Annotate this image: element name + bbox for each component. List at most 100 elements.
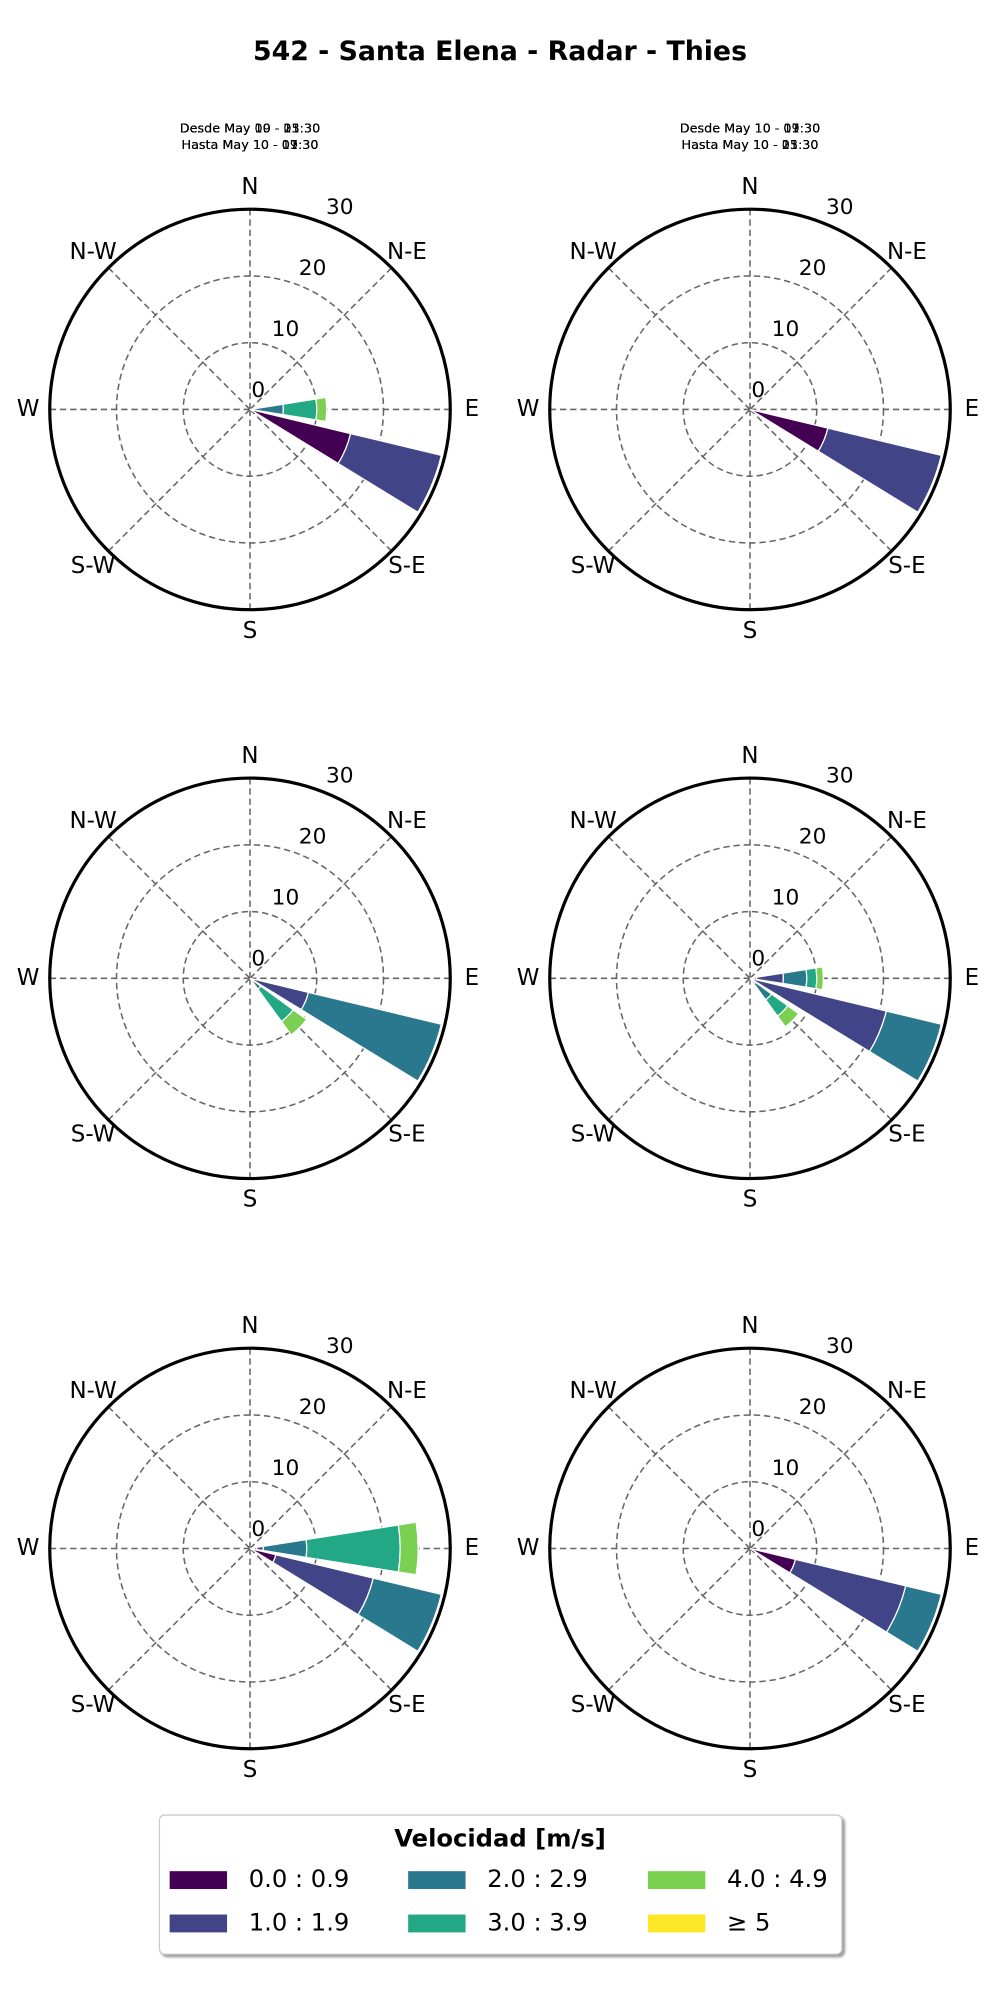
radial-tick-label: 30 (826, 1334, 854, 1359)
outer-ring (548, 1346, 952, 1751)
radial-tick-label: 0 (251, 1517, 265, 1542)
angular-tick-label: S-E (388, 1692, 425, 1718)
legend-swatch (647, 1914, 706, 1933)
radial-tick-label: 10 (772, 886, 800, 911)
legend-swatch (408, 1914, 466, 1933)
angular-tick-label: S-E (888, 553, 925, 579)
angular-tick-label: S-W (571, 553, 616, 579)
angular-tick-label: N (241, 743, 258, 769)
wedge (282, 398, 318, 421)
angular-tick-label: N (741, 174, 758, 200)
angular-grid-line (107, 267, 251, 410)
angular-grid-line (249, 836, 393, 979)
angular-tick-label: N-E (387, 1378, 427, 1404)
legend-title: Velocidad [m/s] (394, 1824, 606, 1852)
angular-tick-label: W (517, 396, 540, 422)
angular-tick-label: N-W (569, 808, 616, 834)
angular-tick-label: W (17, 965, 40, 991)
wedge (788, 1558, 907, 1634)
radial-tick-label: 10 (272, 886, 300, 911)
angular-tick-label: N-W (69, 239, 116, 265)
radial-tick-label: 30 (326, 195, 354, 220)
chart-title: Desde May 10 - 01:30 (680, 121, 820, 136)
radial-tick-label: 0 (751, 378, 765, 403)
wedge (300, 991, 443, 1083)
angular-tick-label: E (965, 396, 980, 422)
angular-grid-line (249, 408, 393, 552)
chart-title: Desde May 09 - 21:30 (180, 121, 320, 136)
angular-tick-label: W (17, 396, 40, 422)
angular-grid-line (607, 977, 751, 1121)
wedge (315, 396, 328, 423)
angular-tick-label: S (743, 1757, 758, 1783)
chart-title: Hasta May 10 - 21:30 (681, 138, 818, 153)
legend-swatch (647, 1871, 706, 1890)
radial-tick-label: 20 (799, 825, 827, 850)
angular-tick-label: S (743, 618, 758, 644)
wedge (817, 427, 943, 514)
chart-title: Desde May 10 - 13:30 (180, 121, 320, 136)
figure-title: 542 - Santa Elena - Radar - Thies (253, 36, 747, 67)
angular-grid-line (249, 267, 393, 410)
wedge (821, 966, 825, 990)
angular-tick-label: S-W (71, 553, 116, 579)
radial-tick-label: 20 (299, 825, 327, 850)
radial-tick-label: 0 (251, 947, 265, 972)
radial-tick-label: 20 (299, 256, 327, 281)
angular-grid-line (607, 1547, 751, 1691)
radial-grid-ring (615, 844, 885, 1113)
radial-tick-label: 10 (772, 317, 800, 342)
angular-grid-line (607, 1406, 751, 1550)
angular-tick-label: W (17, 1535, 40, 1561)
wedge (782, 968, 808, 988)
legend-label: 3.0 : 3.9 (487, 1908, 588, 1936)
angular-grid-line (749, 1406, 893, 1550)
radial-tick-label: 10 (272, 317, 300, 342)
angular-tick-label: S (243, 1757, 258, 1783)
angular-grid-line (607, 836, 751, 979)
wedge (784, 1013, 800, 1028)
chart-title: Hasta May 10 - 09:30 (181, 138, 318, 153)
angular-tick-label: E (465, 965, 480, 991)
wedge (397, 1521, 419, 1576)
angular-tick-label: N-E (887, 1378, 927, 1404)
angular-grid-line (107, 408, 251, 552)
legend-label: 2.0 : 2.9 (487, 1865, 588, 1893)
angular-grid-line (107, 1547, 251, 1691)
angular-tick-label: S (243, 618, 258, 644)
angular-tick-label: S-W (71, 1692, 116, 1718)
angular-tick-label: W (517, 1535, 540, 1561)
angular-tick-label: S-W (571, 1122, 616, 1148)
outer-ring (548, 207, 952, 612)
legend-label: 0.0 : 0.9 (249, 1865, 350, 1893)
radial-tick-label: 30 (326, 764, 354, 789)
legend-label: ≥ 5 (727, 1908, 770, 1936)
angular-tick-label: N-W (69, 808, 116, 834)
angular-grid-line (607, 267, 751, 410)
radial-tick-label: 0 (251, 378, 265, 403)
angular-grid-line (107, 836, 251, 979)
wedge (805, 967, 818, 990)
radial-tick-label: 20 (799, 1395, 827, 1420)
angular-grid-line (249, 1406, 393, 1550)
legend-swatch (408, 1871, 466, 1890)
wedge (815, 966, 825, 991)
radial-tick-label: 30 (826, 764, 854, 789)
angular-tick-label: S-W (71, 1122, 116, 1148)
outer-ring (48, 1346, 452, 1751)
radial-grid-ring (615, 275, 885, 544)
angular-grid-line (749, 836, 893, 979)
angular-tick-label: W (517, 965, 540, 991)
angular-tick-label: N-E (887, 808, 927, 834)
outer-ring (548, 776, 952, 1181)
radial-grid-ring (182, 910, 318, 1046)
angular-tick-label: N-E (887, 239, 927, 265)
angular-tick-label: S-E (888, 1692, 925, 1718)
chart-title: Hasta May 10 - 05:30 (681, 138, 818, 153)
angular-tick-label: S (743, 1187, 758, 1213)
legend-label: 4.0 : 4.9 (727, 1865, 828, 1893)
angular-tick-label: N (241, 174, 258, 200)
angular-tick-label: N (741, 743, 758, 769)
radial-grid-ring (682, 341, 818, 477)
